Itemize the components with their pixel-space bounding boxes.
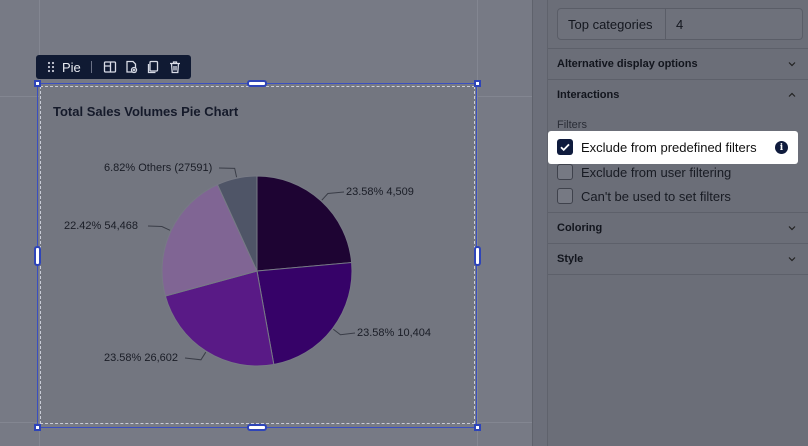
cant-set-label: Can't be used to set filters bbox=[581, 188, 731, 204]
checkbox[interactable] bbox=[557, 188, 573, 204]
resize-handle-bottom[interactable] bbox=[247, 424, 267, 431]
pie-slice[interactable] bbox=[216, 175, 258, 272]
resize-handle-top-left[interactable] bbox=[34, 80, 41, 87]
exclude-predefined-label: Exclude from predefined filters bbox=[581, 140, 757, 155]
chevron-up-icon bbox=[788, 92, 796, 97]
grid-line bbox=[477, 0, 478, 446]
widget-toolbar: Pie bbox=[36, 55, 191, 79]
filters-label: Filters bbox=[557, 119, 587, 131]
section-alternative-display[interactable]: Alternative display options bbox=[548, 48, 808, 79]
resize-handle-right[interactable] bbox=[474, 246, 481, 266]
section-title: Coloring bbox=[557, 222, 603, 234]
chevron-down-icon bbox=[788, 62, 796, 67]
section-title: Alternative display options bbox=[557, 58, 698, 70]
checkbox-checked[interactable] bbox=[557, 139, 573, 155]
delete-icon[interactable] bbox=[164, 60, 186, 74]
top-categories-label: Top categories bbox=[558, 9, 666, 39]
chart-settings-icon[interactable] bbox=[100, 60, 120, 74]
resize-handle-top-right[interactable] bbox=[474, 80, 481, 87]
widget-type-label: Pie bbox=[62, 59, 81, 75]
slice-label: 6.82% Others (27591) bbox=[104, 162, 213, 174]
section-interactions[interactable]: Interactions bbox=[548, 79, 808, 110]
drag-handle-icon[interactable] bbox=[40, 61, 62, 73]
exclude-predefined-filters-row[interactable]: Exclude from predefined filters i bbox=[548, 131, 798, 164]
resize-handle-bottom-right[interactable] bbox=[474, 424, 481, 431]
exclude-user-filtering-row[interactable]: Exclude from user filtering bbox=[557, 164, 731, 180]
info-icon[interactable]: i bbox=[775, 141, 788, 154]
slice-label: 23.58% 26,602 bbox=[104, 352, 179, 364]
panel-splitter[interactable] bbox=[532, 0, 548, 446]
slice-label: 23.58% 10,404 bbox=[357, 327, 432, 339]
section-coloring[interactable]: Coloring bbox=[548, 212, 808, 243]
pie-slice[interactable] bbox=[161, 183, 258, 297]
chevron-down-icon bbox=[788, 257, 796, 262]
add-widget-icon[interactable] bbox=[120, 60, 142, 74]
section-title: Style bbox=[557, 253, 584, 265]
resize-handle-left[interactable] bbox=[34, 246, 41, 266]
chart-title: Total Sales Volumes Pie Chart bbox=[53, 104, 239, 119]
slice-label: 23.58% 4,509 bbox=[346, 186, 414, 198]
settings-panel bbox=[548, 0, 808, 446]
section-divider bbox=[548, 274, 808, 275]
duplicate-icon[interactable] bbox=[142, 60, 164, 74]
pie-slice[interactable] bbox=[256, 262, 353, 366]
grid-line bbox=[39, 0, 40, 446]
toolbar-divider bbox=[90, 61, 92, 73]
chevron-down-icon bbox=[788, 226, 796, 231]
exclude-user-label: Exclude from user filtering bbox=[581, 164, 732, 180]
top-categories-value[interactable]: 4 bbox=[676, 16, 684, 32]
section-title: Interactions bbox=[557, 89, 620, 101]
leader-line bbox=[218, 167, 238, 178]
top-categories-field[interactable]: Top categories 4 bbox=[557, 8, 803, 40]
pie-slice[interactable] bbox=[164, 270, 275, 367]
pie-slice[interactable] bbox=[256, 175, 353, 272]
resize-handle-top[interactable] bbox=[247, 80, 267, 87]
leader-line bbox=[147, 225, 171, 231]
section-style[interactable]: Style bbox=[548, 243, 808, 274]
leader-line bbox=[184, 351, 207, 361]
leader-line bbox=[333, 328, 356, 336]
checkmark-icon bbox=[560, 143, 570, 152]
cant-set-filters-row[interactable]: Can't be used to set filters bbox=[557, 188, 731, 204]
slice-label: 22.42% 54,468 bbox=[64, 220, 139, 232]
leader-line bbox=[321, 191, 345, 201]
checkbox[interactable] bbox=[557, 164, 573, 180]
resize-handle-bottom-left[interactable] bbox=[34, 424, 41, 431]
